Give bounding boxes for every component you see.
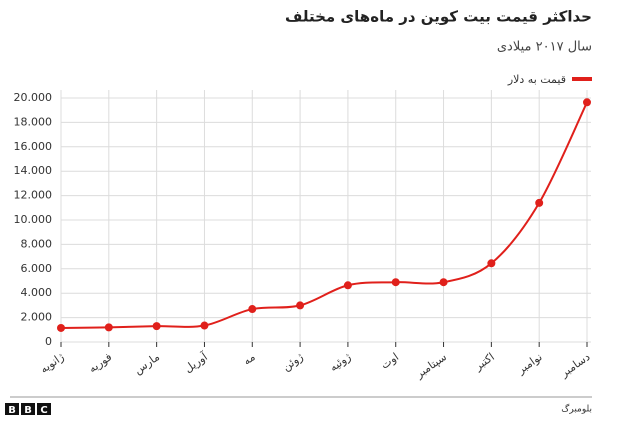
x-tick-label: مارس [132, 350, 162, 377]
y-tick-label: 8.000 [21, 237, 53, 250]
point [343, 281, 352, 290]
x-tick-label: سپتامبر [412, 350, 449, 381]
point [391, 278, 400, 287]
logo-letter: C [40, 405, 47, 416]
x-tick-label: اکتبر [471, 350, 496, 373]
point [583, 98, 591, 107]
point [104, 323, 113, 332]
y-tick-label: 2.000 [21, 311, 53, 324]
series-line [60, 101, 588, 329]
logo [5, 403, 51, 415]
point [487, 259, 496, 268]
chart-title: حداکثر قیمت بیت کوین در ماه‌های مختلف [285, 8, 592, 26]
source: بلومبرگ [561, 403, 592, 415]
point [200, 321, 209, 330]
point [152, 322, 161, 331]
x-tick-label: ژوئن [280, 350, 306, 373]
y-tick-label: 6.000 [21, 262, 53, 275]
x-tick-label: اوت [378, 350, 401, 371]
x-tick-label: مه [241, 350, 258, 367]
y-tick-label: 20.000 [14, 91, 53, 104]
chart-subtitle: سال ۲۰۱۷ میلادی [497, 40, 592, 55]
y-tick-label: 4.000 [21, 286, 53, 299]
y-tick-label: 10.000 [14, 213, 53, 226]
y-tick-label: 0 [45, 335, 52, 348]
x-tick-label: ژوئیه [327, 350, 353, 374]
logo-letter: B [24, 405, 32, 416]
point [248, 305, 257, 314]
point [439, 278, 448, 287]
y-tick-label: 14.000 [14, 164, 53, 177]
point [296, 301, 305, 310]
logo-letter: B [8, 405, 16, 416]
x-tick-label: فوریه [86, 350, 114, 375]
legend-swatch [572, 77, 592, 81]
x-tick-label: نوامبر [514, 350, 544, 377]
x-tick-label: ژانویه [38, 350, 67, 376]
point [535, 198, 544, 207]
point [57, 323, 65, 332]
y-tick-label: 16.000 [14, 140, 53, 153]
x-tick-label: آوریل [181, 349, 210, 375]
x-tick-label: دسامبر [557, 350, 592, 380]
y-tick-label: 18.000 [14, 115, 53, 128]
legend-label: قیمت به دلار [507, 73, 566, 86]
y-tick-label: 12.000 [14, 189, 53, 202]
